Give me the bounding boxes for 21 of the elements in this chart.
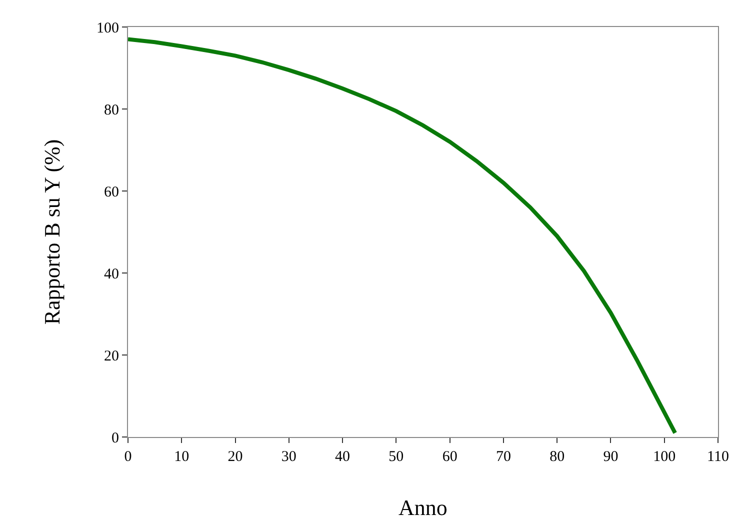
x-tick-label: 40 — [335, 449, 350, 465]
line-series — [128, 37, 678, 435]
y-axis-title: Rapporto B su Y (%) — [39, 139, 64, 325]
y-tick-label: 100 — [96, 20, 119, 36]
x-tick-label: 20 — [228, 449, 243, 465]
x-axis-title: Anno — [398, 494, 448, 520]
y-tick-label: 0 — [112, 430, 119, 446]
x-tick-label: 0 — [124, 449, 132, 465]
x-tick-label: 80 — [550, 449, 565, 465]
y-tick-label: 60 — [104, 184, 119, 200]
x-tick-label: 30 — [281, 449, 296, 465]
x-tick-label: 110 — [707, 449, 729, 465]
y-tick-label: 80 — [104, 102, 119, 118]
y-tick-label: 40 — [104, 266, 119, 282]
x-tick-label: 10 — [174, 449, 190, 465]
x-tick-label: 60 — [442, 449, 458, 465]
x-tick-label: 50 — [388, 449, 404, 465]
x-tick-label: 100 — [653, 449, 676, 465]
y-tick-label: 20 — [104, 348, 119, 364]
x-tick-label: 90 — [603, 449, 618, 465]
x-tick-label: 70 — [496, 449, 511, 465]
